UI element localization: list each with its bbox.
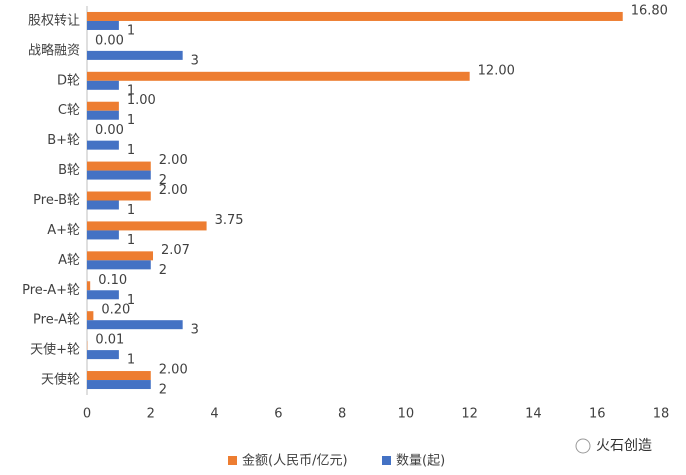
x-tick-label: 16 — [589, 407, 606, 422]
x-tick-label: 0 — [83, 407, 91, 422]
data-label: 2.00 — [159, 363, 188, 378]
bar — [87, 281, 91, 291]
y-tick-label: D轮 — [57, 73, 80, 88]
bar — [87, 320, 183, 330]
data-label: 0.01 — [95, 333, 124, 348]
data-label: 3 — [191, 323, 199, 338]
data-label: 1 — [127, 83, 135, 98]
bar — [87, 311, 94, 321]
y-tick-label: 天使轮 — [41, 372, 80, 388]
data-label: 2.00 — [159, 153, 188, 168]
legend-swatch — [382, 456, 391, 465]
bar — [87, 71, 470, 81]
bar — [87, 20, 119, 30]
data-label: 2 — [159, 383, 167, 398]
x-tick-label: 14 — [525, 407, 542, 422]
data-label: 0.00 — [95, 123, 124, 138]
y-tick-label: C轮 — [58, 103, 80, 118]
data-label: 1 — [127, 293, 135, 308]
bar — [87, 260, 151, 270]
bar — [87, 200, 119, 210]
data-label: 1.00 — [127, 93, 156, 108]
legend-swatch — [228, 456, 237, 465]
bar — [87, 80, 119, 90]
logo-icon — [575, 438, 591, 454]
y-tick-label: A轮 — [58, 253, 80, 268]
data-label: 0.10 — [98, 273, 127, 288]
bar — [87, 380, 151, 390]
y-tick-label: 股权转让 — [28, 12, 80, 28]
y-tick-label: B轮 — [58, 163, 80, 178]
bar — [87, 350, 119, 360]
bar — [87, 50, 183, 60]
data-label: 3 — [191, 53, 199, 68]
bar — [87, 170, 151, 180]
bar — [87, 11, 623, 21]
data-label: 1 — [127, 143, 135, 158]
x-tick-label: 4 — [210, 407, 218, 422]
data-label: 1 — [127, 353, 135, 368]
data-label: 2 — [159, 173, 167, 188]
x-tick-label: 12 — [461, 407, 478, 422]
logo-text: 火石创造 — [596, 438, 652, 454]
y-tick-label: 战略融资 — [28, 42, 80, 58]
y-tick-label: A+轮 — [47, 223, 80, 238]
bar — [87, 221, 207, 231]
data-label: 3.75 — [215, 213, 244, 228]
y-tick-label: Pre-A轮 — [33, 313, 80, 328]
y-tick-label: 天使+轮 — [30, 342, 80, 358]
bar — [87, 371, 151, 381]
bar — [87, 110, 119, 120]
data-label: 1 — [127, 233, 135, 248]
data-label: 12.00 — [478, 63, 515, 78]
x-tick-label: 8 — [338, 407, 346, 422]
data-label: 2.07 — [161, 243, 190, 258]
data-label: 1 — [127, 23, 135, 38]
bar — [87, 161, 151, 171]
bar — [87, 191, 151, 201]
x-tick-label: 10 — [398, 407, 415, 422]
bar — [87, 290, 119, 300]
data-label: 2 — [159, 263, 167, 278]
legend-label: 数量(起) — [396, 454, 445, 469]
bar — [87, 140, 119, 150]
y-tick-label: Pre-B轮 — [33, 193, 80, 208]
data-label: 1 — [127, 113, 135, 128]
data-label: 1 — [127, 203, 135, 218]
data-label: 0.00 — [95, 33, 124, 48]
data-label: 0.20 — [101, 303, 130, 318]
y-tick-label: B+轮 — [47, 133, 80, 148]
bar — [87, 230, 119, 240]
x-tick-label: 18 — [653, 407, 670, 422]
y-tick-label: Pre-A+轮 — [22, 283, 80, 298]
bar — [87, 101, 119, 111]
data-label: 16.80 — [631, 3, 668, 18]
x-tick-label: 6 — [274, 407, 282, 422]
data-label: 2.00 — [159, 183, 188, 198]
bar — [87, 251, 154, 261]
x-tick-label: 2 — [147, 407, 155, 422]
legend-label: 金额(人民币/亿元) — [242, 453, 348, 469]
